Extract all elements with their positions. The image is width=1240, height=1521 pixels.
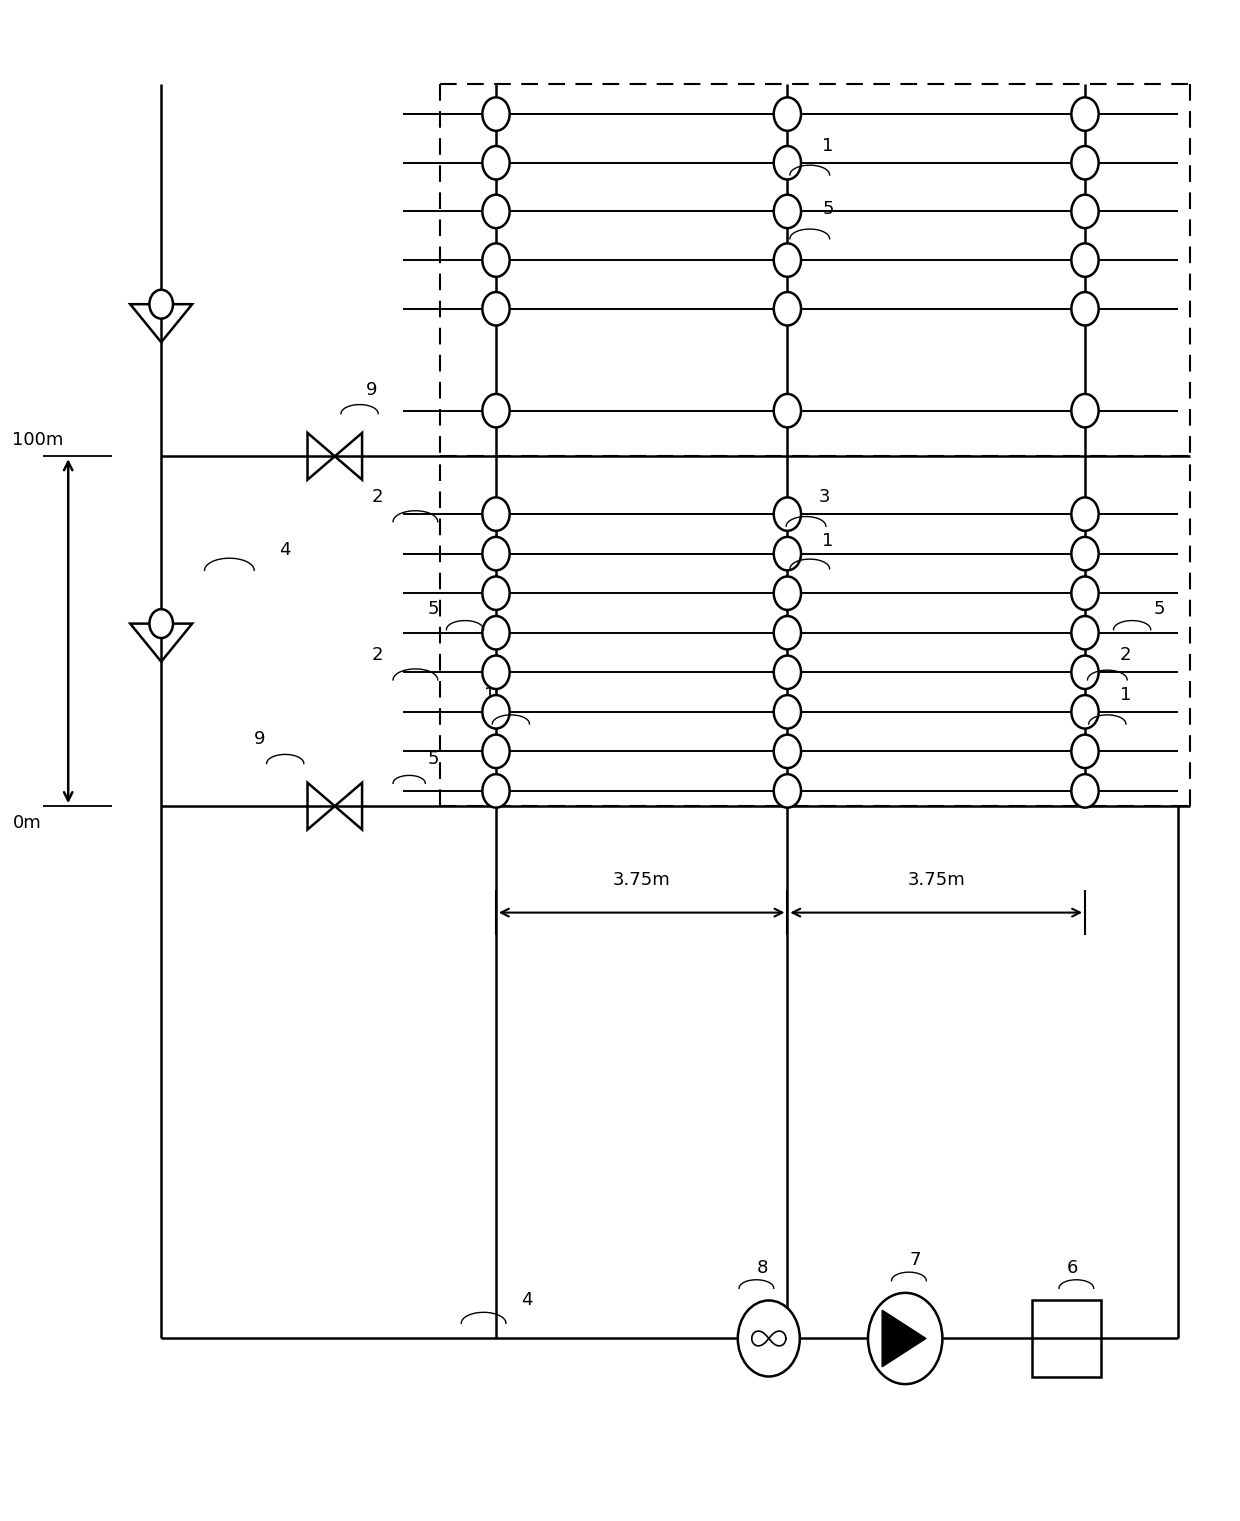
Text: 2: 2 bbox=[1120, 646, 1131, 665]
Circle shape bbox=[1071, 735, 1099, 768]
Circle shape bbox=[774, 146, 801, 179]
Text: 3.75m: 3.75m bbox=[908, 872, 965, 890]
Circle shape bbox=[1071, 537, 1099, 570]
Text: 4: 4 bbox=[521, 1291, 532, 1310]
Circle shape bbox=[774, 656, 801, 689]
Circle shape bbox=[1071, 394, 1099, 427]
Text: 9: 9 bbox=[254, 730, 265, 748]
Circle shape bbox=[482, 146, 510, 179]
Circle shape bbox=[774, 243, 801, 277]
Text: 5: 5 bbox=[1153, 601, 1164, 619]
Text: 3: 3 bbox=[818, 488, 830, 506]
Polygon shape bbox=[882, 1310, 926, 1367]
Text: 3.75m: 3.75m bbox=[613, 872, 671, 890]
Text: 0m: 0m bbox=[12, 814, 41, 832]
Circle shape bbox=[1071, 195, 1099, 228]
Circle shape bbox=[774, 735, 801, 768]
Circle shape bbox=[868, 1293, 942, 1384]
Text: 1: 1 bbox=[1120, 686, 1131, 704]
Text: 2: 2 bbox=[372, 488, 383, 506]
Circle shape bbox=[482, 774, 510, 808]
Text: 5: 5 bbox=[428, 601, 439, 619]
Circle shape bbox=[1071, 243, 1099, 277]
Circle shape bbox=[774, 695, 801, 729]
Text: 6: 6 bbox=[1066, 1259, 1079, 1278]
Circle shape bbox=[1071, 774, 1099, 808]
Circle shape bbox=[774, 97, 801, 131]
Circle shape bbox=[482, 195, 510, 228]
Circle shape bbox=[150, 289, 174, 318]
Circle shape bbox=[482, 394, 510, 427]
Text: 100m: 100m bbox=[12, 430, 63, 449]
Text: 4: 4 bbox=[279, 541, 290, 560]
Circle shape bbox=[774, 497, 801, 531]
Text: 1: 1 bbox=[484, 686, 495, 704]
Circle shape bbox=[482, 656, 510, 689]
Circle shape bbox=[1071, 146, 1099, 179]
Text: 1: 1 bbox=[822, 532, 833, 551]
Circle shape bbox=[482, 695, 510, 729]
Circle shape bbox=[774, 576, 801, 610]
Circle shape bbox=[482, 243, 510, 277]
Text: 5: 5 bbox=[822, 201, 833, 219]
Circle shape bbox=[1071, 292, 1099, 325]
Text: 5: 5 bbox=[428, 750, 439, 768]
Circle shape bbox=[774, 774, 801, 808]
Circle shape bbox=[482, 735, 510, 768]
Circle shape bbox=[482, 576, 510, 610]
Circle shape bbox=[482, 292, 510, 325]
Circle shape bbox=[774, 292, 801, 325]
Bar bbox=[1032, 1300, 1101, 1377]
Circle shape bbox=[774, 394, 801, 427]
Text: 2: 2 bbox=[372, 646, 383, 665]
Circle shape bbox=[150, 608, 174, 639]
Circle shape bbox=[774, 195, 801, 228]
Circle shape bbox=[482, 497, 510, 531]
Circle shape bbox=[1071, 576, 1099, 610]
Circle shape bbox=[774, 616, 801, 649]
Circle shape bbox=[1071, 97, 1099, 131]
Text: 7: 7 bbox=[909, 1252, 921, 1270]
Circle shape bbox=[482, 537, 510, 570]
Circle shape bbox=[1071, 616, 1099, 649]
Text: 8: 8 bbox=[756, 1259, 769, 1278]
Circle shape bbox=[774, 537, 801, 570]
Text: 9: 9 bbox=[366, 380, 377, 399]
Circle shape bbox=[482, 616, 510, 649]
Text: 1: 1 bbox=[822, 137, 833, 155]
Circle shape bbox=[1071, 497, 1099, 531]
Circle shape bbox=[482, 97, 510, 131]
Circle shape bbox=[738, 1300, 800, 1377]
Circle shape bbox=[1071, 656, 1099, 689]
Circle shape bbox=[1071, 695, 1099, 729]
